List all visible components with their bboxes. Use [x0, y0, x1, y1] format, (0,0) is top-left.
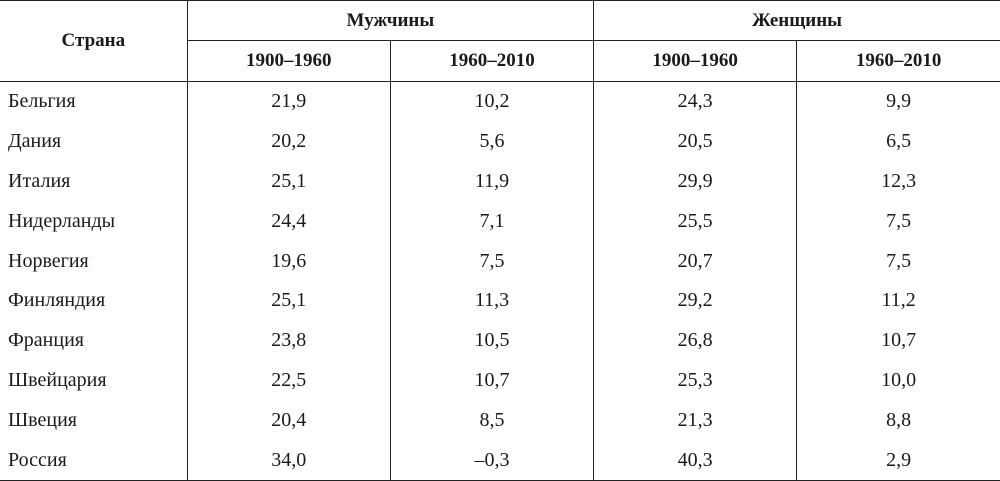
- country-column-header: Страна: [0, 0, 188, 82]
- country-cell: Франция: [0, 320, 188, 361]
- value-cell: 8,8: [886, 408, 912, 431]
- value-cell: 6,5: [886, 130, 912, 153]
- value-cell: 11,9: [390, 161, 595, 202]
- value-cell: 8,5: [390, 400, 595, 441]
- value-cell: 24,4: [187, 201, 391, 242]
- value-cell: 7,1: [390, 201, 595, 242]
- table-row: Швеция 20,4 8,5 21,3 8,8: [0, 400, 1000, 441]
- value-cell: 7,5: [886, 209, 912, 232]
- period-header-men-2: 1960–2010: [390, 40, 595, 82]
- country-cell: Швейцария: [0, 360, 188, 401]
- table-header: Страна Мужчины Женщины 1900–1960 1960–20…: [0, 0, 1000, 82]
- value-cell: 40,3: [593, 440, 798, 481]
- table-body: Бельгия 21,9 10,2 24,3 9,9 Дания 20,2 5,…: [0, 81, 1000, 481]
- header-row-periods: 1900–1960 1960–2010 1900–1960 1960–2010: [0, 40, 1000, 82]
- country-cell: Италия: [0, 161, 188, 202]
- value-cell: 25,3: [593, 360, 798, 401]
- value-cell: 21,9: [187, 81, 391, 122]
- value-cell: 25,5: [593, 201, 798, 242]
- table-row: Дания 20,2 5,6 20,5 6,5: [0, 121, 1000, 162]
- table-row: Нидерланды 24,4 7,1 25,5 7,5: [0, 201, 1000, 242]
- value-cell: –0,3: [390, 440, 595, 481]
- value-cell: 20,5: [593, 121, 798, 162]
- value-cell: 2,9: [796, 440, 1000, 481]
- header-row-groups: Страна Мужчины Женщины: [0, 0, 1000, 82]
- value-cell: 25,1: [187, 161, 391, 202]
- country-cell: Норвегия: [0, 241, 188, 281]
- value-cell: 20,7: [593, 241, 798, 281]
- value-cell: 7,5: [390, 241, 595, 281]
- table-row: Бельгия 21,9 10,2 24,3 9,9: [0, 81, 1000, 122]
- value-cell: 9,9: [886, 90, 912, 113]
- value-cell: 10,5: [390, 320, 595, 361]
- country-cell: Бельгия: [0, 81, 188, 122]
- country-cell: Дания: [0, 121, 188, 162]
- value-cell: 29,2: [593, 280, 798, 321]
- country-cell: Нидерланды: [0, 201, 188, 242]
- period-header-men-1: 1900–1960: [187, 40, 391, 82]
- group-header-women: Женщины: [752, 9, 843, 31]
- value-cell: 34,0: [187, 440, 391, 481]
- value-cell: 20,4: [187, 400, 391, 441]
- country-cell: Швеция: [0, 400, 188, 441]
- country-cell: Россия: [0, 440, 188, 481]
- value-cell: 10,7: [881, 329, 917, 352]
- value-cell: 10,0: [881, 368, 917, 391]
- country-cell: Финляндия: [0, 280, 188, 321]
- table-row: Франция 23,8 10,5 26,8 10,7: [0, 320, 1000, 361]
- value-cell: 12,3: [881, 169, 917, 192]
- table-row: Италия 25,1 11,9 29,9 12,3: [0, 161, 1000, 202]
- table-row: Швейцария 22,5 10,7 25,3 10,0: [0, 360, 1000, 401]
- value-cell: 22,5: [187, 360, 391, 401]
- value-cell: 26,8: [593, 320, 798, 361]
- value-cell: 11,3: [390, 280, 595, 321]
- value-cell: 24,3: [593, 81, 798, 122]
- value-cell: 25,1: [187, 280, 391, 321]
- table-row: Норвегия 19,6 7,5 20,7 7,5: [0, 241, 1000, 281]
- group-header-men: Мужчины: [187, 0, 595, 41]
- period-header-women-2: 1960–2010: [855, 50, 942, 71]
- value-cell: 21,3: [593, 400, 798, 441]
- table-row: Россия 34,0 –0,3 40,3 2,9: [0, 440, 1000, 481]
- value-cell: 10,7: [390, 360, 595, 401]
- value-cell: 5,6: [390, 121, 595, 162]
- value-cell: 20,2: [187, 121, 391, 162]
- table-row: Финляндия 25,1 11,3 29,2 11,2: [0, 280, 1000, 321]
- value-cell: 10,2: [390, 81, 595, 122]
- value-cell: 23,8: [187, 320, 391, 361]
- period-header-women-1: 1900–1960: [593, 40, 798, 82]
- value-cell: 19,6: [187, 241, 391, 281]
- value-cell: 11,2: [881, 289, 916, 312]
- value-cell: 7,5: [886, 249, 912, 272]
- value-cell: 29,9: [593, 161, 798, 202]
